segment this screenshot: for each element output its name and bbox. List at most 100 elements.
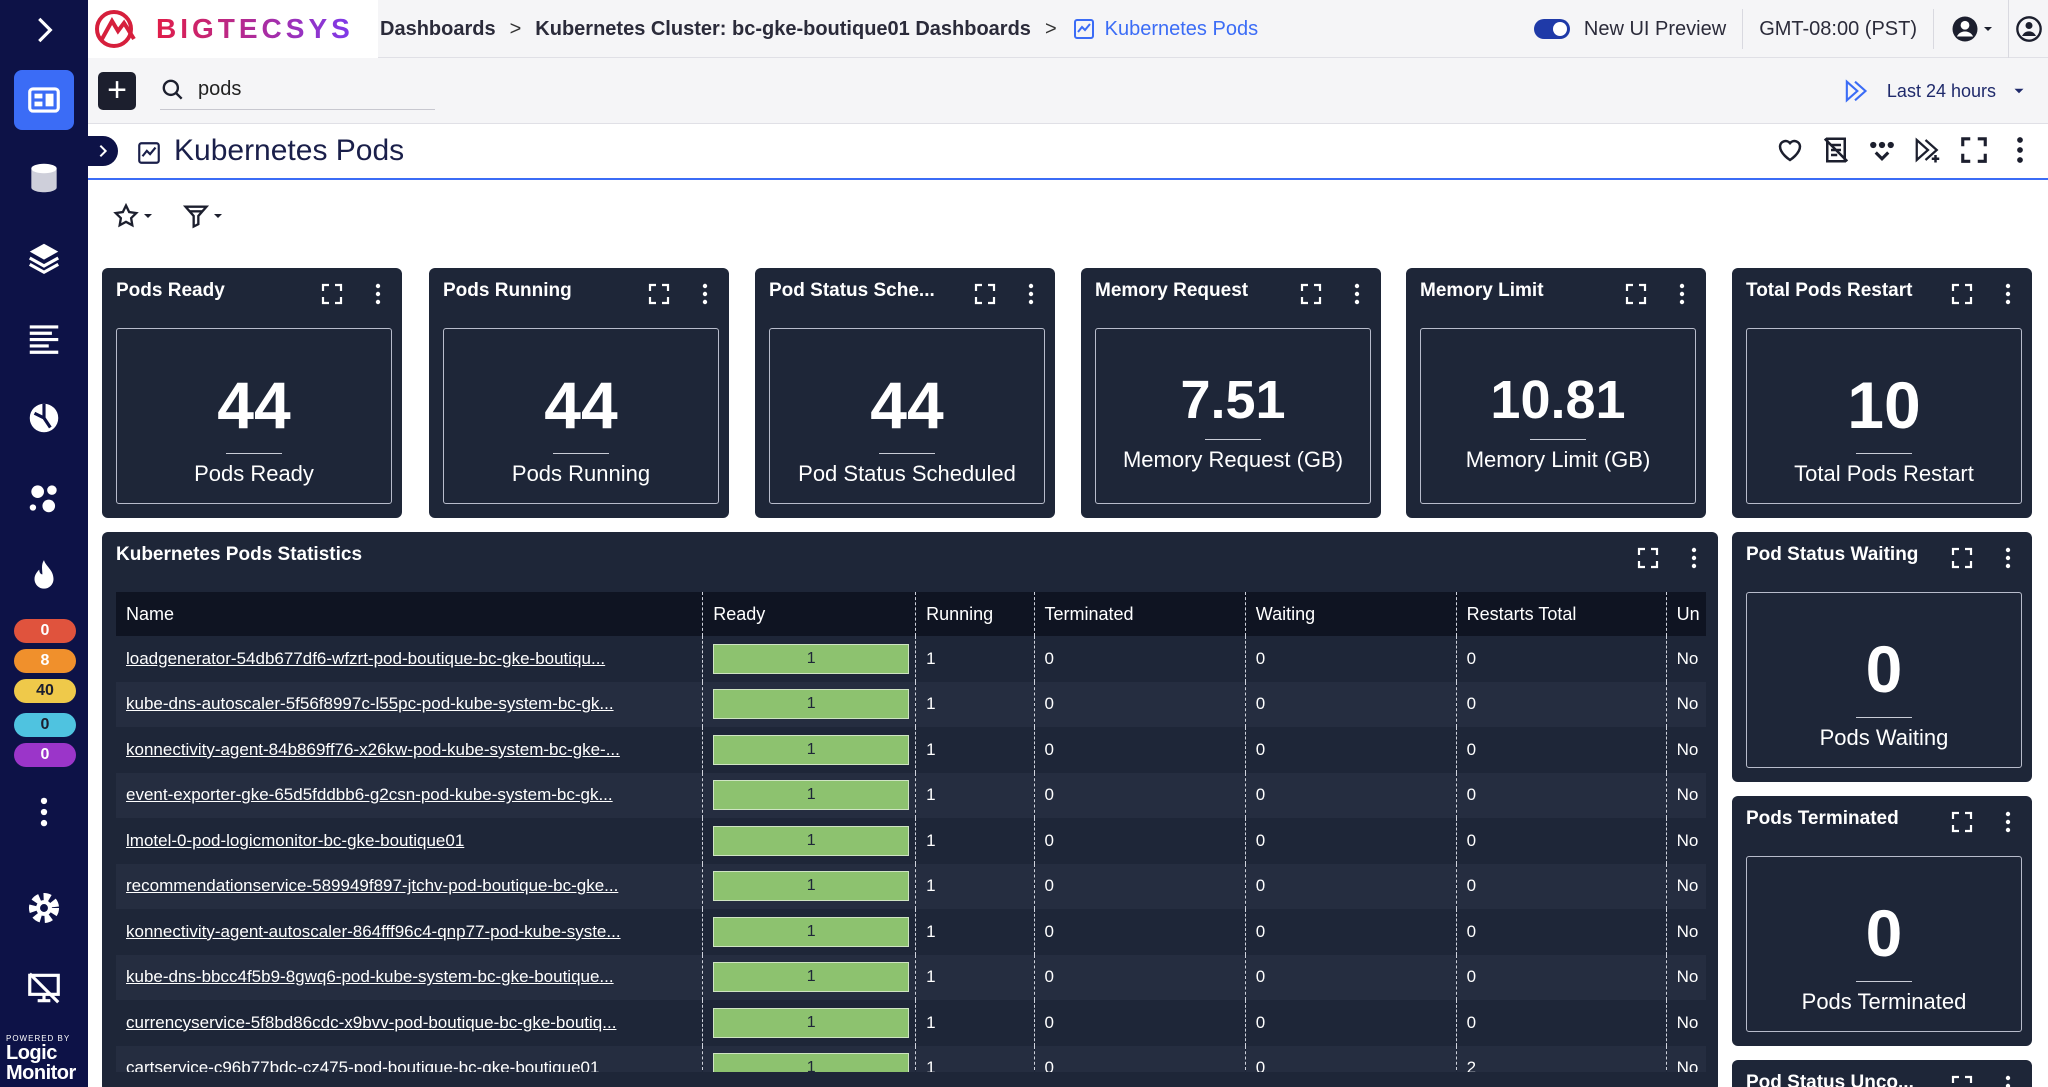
more-options-icon[interactable]	[1996, 282, 2020, 306]
more-options-icon[interactable]	[2004, 134, 2036, 166]
fullscreen-icon[interactable]	[1950, 1074, 1974, 1087]
big-number-panel: 44 Pod Status Scheduled	[769, 328, 1045, 504]
fullscreen-icon[interactable]	[973, 282, 997, 306]
graph-icon	[138, 142, 160, 164]
widget-options-icon[interactable]	[1866, 134, 1898, 166]
logs-icon[interactable]	[14, 308, 74, 368]
expand-panel-icon[interactable]	[88, 136, 118, 166]
favorite-heart-icon[interactable]	[1774, 134, 1806, 166]
expand-nav-icon[interactable]	[14, 0, 74, 60]
dashboards-icon[interactable]	[14, 70, 74, 130]
display-off-icon[interactable]	[14, 958, 74, 1018]
breadcrumb-dashboards[interactable]: Dashboards	[380, 17, 496, 40]
search-input[interactable]	[198, 78, 418, 101]
fullscreen-icon[interactable]	[320, 282, 344, 306]
topology-icon[interactable]	[14, 468, 74, 528]
column-header-running[interactable]: Running	[915, 592, 1035, 636]
restarts-cell: 0	[1456, 818, 1667, 864]
settings-gear-icon[interactable]	[14, 878, 74, 938]
pod-name-link[interactable]: kube-dns-bbcc4f5b9-8gwq6-pod-kube-system…	[126, 967, 614, 987]
chevron-right-icon: >	[1044, 17, 1057, 40]
column-header-unknown[interactable]: Un	[1666, 592, 1706, 636]
column-header-terminated[interactable]: Terminated	[1034, 592, 1246, 636]
fullscreen-icon[interactable]	[1624, 282, 1648, 306]
big-number-label: Pods Waiting	[1819, 725, 1949, 750]
divider	[1530, 439, 1586, 440]
fullscreen-icon[interactable]	[647, 282, 671, 306]
user-account-icon[interactable]	[1950, 14, 1996, 44]
alert-count-warning[interactable]: 40	[14, 679, 76, 703]
search-toolbar: + Last 24 hours	[88, 58, 2048, 124]
more-options-icon[interactable]	[1682, 546, 1706, 570]
alert-count-other[interactable]: 0	[14, 743, 76, 767]
waiting-cell: 0	[1245, 909, 1457, 955]
fullscreen-icon[interactable]	[1636, 546, 1660, 570]
websites-icon[interactable]	[14, 388, 74, 448]
ready-bar: 1	[713, 962, 910, 993]
alert-count-critical[interactable]: 0	[14, 619, 76, 643]
fullscreen-icon[interactable]	[1299, 282, 1323, 306]
widget-title: Memory Limit	[1420, 280, 1544, 301]
more-options-icon[interactable]	[366, 282, 390, 306]
resources-icon[interactable]	[14, 148, 74, 208]
time-range-selector[interactable]: Last 24 hours	[1841, 58, 2028, 124]
user-profile-icon[interactable]	[2008, 0, 2048, 58]
favorites-filter-icon[interactable]	[112, 202, 156, 230]
pod-name-link[interactable]: kube-dns-autoscaler-5f56f8997c-l55pc-pod…	[126, 694, 614, 714]
ready-bar: 1	[713, 871, 910, 902]
column-header-waiting[interactable]: Waiting	[1245, 592, 1457, 636]
breadcrumb-cluster[interactable]: Kubernetes Cluster: bc-gke-boutique01 Da…	[535, 17, 1031, 40]
divider	[226, 453, 282, 454]
column-header-name[interactable]: Name	[116, 592, 704, 636]
pod-name-link[interactable]: konnectivity-agent-84b869ff76-x26kw-pod-…	[126, 739, 620, 759]
column-header-ready[interactable]: Ready	[702, 592, 917, 636]
pod-name-link[interactable]: loadgenerator-54db677df6-wfzrt-pod-bouti…	[126, 648, 606, 668]
more-options-icon[interactable]	[1345, 282, 1369, 306]
terminated-cell: 0	[1034, 1000, 1246, 1046]
filter-icon[interactable]	[182, 202, 226, 230]
more-options-icon[interactable]	[1996, 1074, 2020, 1087]
pod-name-link[interactable]: recommendationservice-589949f897-jtchv-p…	[126, 876, 619, 896]
pod-name-link[interactable]: konnectivity-agent-autoscaler-864fff96c4…	[126, 921, 621, 941]
add-button[interactable]: +	[98, 72, 136, 110]
big-number-panel: 0 Pods Waiting	[1746, 592, 2022, 768]
left-nav: 0 8 40 0 0 POWERED BY Logic Monitor	[0, 0, 88, 1087]
column-header-restarts-total[interactable]: Restarts Total	[1456, 592, 1667, 636]
chevron-right-icon: >	[509, 17, 522, 40]
terminated-cell: 0	[1034, 772, 1246, 818]
pod-name-link[interactable]: event-exporter-gke-65d5fddbb6-g2csn-pod-…	[126, 785, 613, 805]
fullscreen-icon[interactable]	[1958, 134, 1990, 166]
table-row: cartservice-c96b77bdc-cz475-pod-boutique…	[116, 1045, 1706, 1072]
time-range-label: Last 24 hours	[1886, 80, 1996, 101]
new-ui-preview-toggle[interactable]	[1533, 19, 1570, 39]
divider	[1933, 9, 1934, 49]
more-vertical-icon[interactable]	[14, 782, 74, 842]
report-off-icon[interactable]	[1820, 134, 1852, 166]
alert-count-error[interactable]: 8	[14, 649, 76, 673]
more-options-icon[interactable]	[1996, 546, 2020, 570]
more-options-icon[interactable]	[1670, 282, 1694, 306]
fullscreen-icon[interactable]	[1950, 282, 1974, 306]
fullscreen-icon[interactable]	[1950, 810, 1974, 834]
more-options-icon[interactable]	[693, 282, 717, 306]
waiting-cell: 0	[1245, 1045, 1457, 1072]
widget-title: Pod Status Waiting	[1746, 544, 1919, 565]
fullscreen-icon[interactable]	[1950, 546, 1974, 570]
big-number-value: 10	[1847, 368, 1921, 442]
slideshow-icon[interactable]	[1912, 134, 1944, 166]
more-options-icon[interactable]	[1996, 810, 2020, 834]
terminated-cell: 0	[1034, 909, 1246, 955]
pod-name-link[interactable]: cartservice-c96b77bdc-cz475-pod-boutique…	[126, 1058, 600, 1072]
unknown-cell: No	[1666, 818, 1706, 864]
pod-name-link[interactable]: lmotel-0-pod-logicmonitor-bc-gke-boutiqu…	[126, 830, 465, 850]
layers-icon[interactable]	[14, 228, 74, 288]
big-number-label: Memory Request (GB)	[1122, 447, 1344, 472]
terminated-cell: 0	[1034, 727, 1246, 773]
pod-name-link[interactable]: currencyservice-5f8bd86cdc-x9bvv-pod-bou…	[126, 1012, 617, 1032]
timezone-label[interactable]: GMT-08:00 (PST)	[1759, 17, 1917, 40]
big-number-label: Pods Running	[511, 461, 651, 486]
more-options-icon[interactable]	[1019, 282, 1043, 306]
company-logo[interactable]: BIGTECSYS	[88, 0, 378, 58]
alerts-icon[interactable]	[14, 546, 74, 606]
alert-count-info[interactable]: 0	[14, 713, 76, 737]
